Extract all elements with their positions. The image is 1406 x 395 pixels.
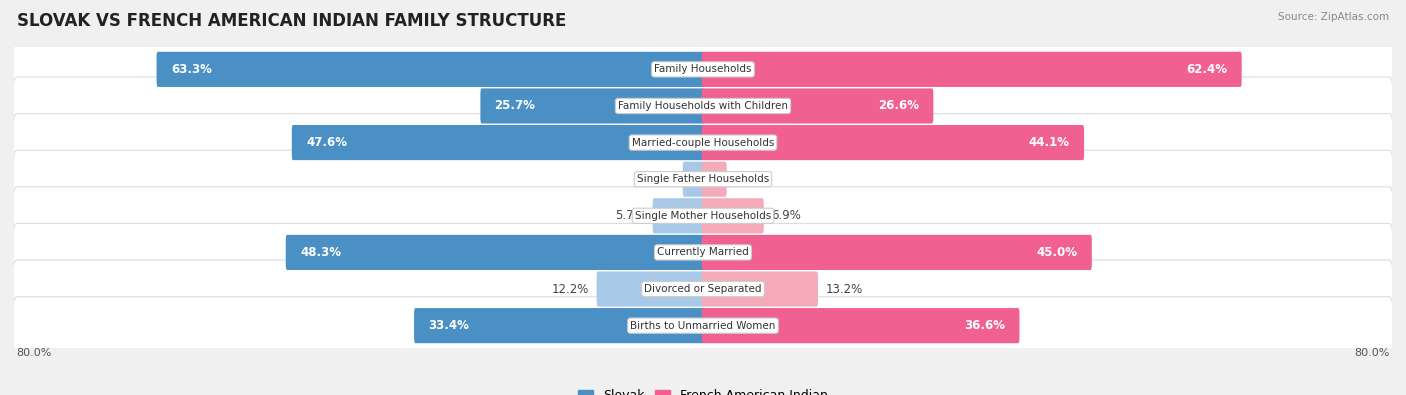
Text: 62.4%: 62.4%: [1187, 63, 1227, 76]
Text: 25.7%: 25.7%: [495, 100, 536, 113]
Text: 13.2%: 13.2%: [825, 282, 862, 295]
FancyBboxPatch shape: [13, 40, 1393, 98]
Text: 47.6%: 47.6%: [307, 136, 347, 149]
Text: 48.3%: 48.3%: [299, 246, 342, 259]
FancyBboxPatch shape: [702, 308, 1019, 343]
FancyBboxPatch shape: [702, 88, 934, 124]
FancyBboxPatch shape: [702, 162, 727, 197]
FancyBboxPatch shape: [652, 198, 704, 233]
Legend: Slovak, French American Indian: Slovak, French American Indian: [574, 384, 832, 395]
FancyBboxPatch shape: [13, 114, 1393, 171]
Text: 2.6%: 2.6%: [734, 173, 763, 186]
Text: SLOVAK VS FRENCH AMERICAN INDIAN FAMILY STRUCTURE: SLOVAK VS FRENCH AMERICAN INDIAN FAMILY …: [17, 12, 567, 30]
Text: 45.0%: 45.0%: [1036, 246, 1077, 259]
Text: 80.0%: 80.0%: [17, 348, 52, 357]
FancyBboxPatch shape: [702, 235, 1092, 270]
Text: Source: ZipAtlas.com: Source: ZipAtlas.com: [1278, 12, 1389, 22]
FancyBboxPatch shape: [13, 150, 1393, 208]
FancyBboxPatch shape: [13, 260, 1393, 318]
Text: 2.2%: 2.2%: [645, 173, 675, 186]
Text: Births to Unmarried Women: Births to Unmarried Women: [630, 321, 776, 331]
Text: 6.9%: 6.9%: [770, 209, 801, 222]
Text: 44.1%: 44.1%: [1029, 136, 1070, 149]
FancyBboxPatch shape: [292, 125, 704, 160]
Text: Divorced or Separated: Divorced or Separated: [644, 284, 762, 294]
Text: Married-couple Households: Married-couple Households: [631, 137, 775, 148]
FancyBboxPatch shape: [13, 297, 1393, 355]
Text: Currently Married: Currently Married: [657, 247, 749, 258]
FancyBboxPatch shape: [683, 162, 704, 197]
FancyBboxPatch shape: [13, 187, 1393, 245]
Text: 33.4%: 33.4%: [429, 319, 470, 332]
Text: Single Mother Households: Single Mother Households: [636, 211, 770, 221]
FancyBboxPatch shape: [285, 235, 704, 270]
FancyBboxPatch shape: [702, 125, 1084, 160]
FancyBboxPatch shape: [702, 52, 1241, 87]
FancyBboxPatch shape: [702, 271, 818, 307]
Text: 80.0%: 80.0%: [1354, 348, 1389, 357]
Text: Family Households: Family Households: [654, 64, 752, 74]
Text: 26.6%: 26.6%: [879, 100, 920, 113]
Text: 63.3%: 63.3%: [170, 63, 212, 76]
Text: Family Households with Children: Family Households with Children: [619, 101, 787, 111]
FancyBboxPatch shape: [481, 88, 704, 124]
Text: 5.7%: 5.7%: [616, 209, 645, 222]
FancyBboxPatch shape: [702, 198, 763, 233]
FancyBboxPatch shape: [13, 77, 1393, 135]
FancyBboxPatch shape: [415, 308, 704, 343]
FancyBboxPatch shape: [596, 271, 704, 307]
Text: Single Father Households: Single Father Households: [637, 174, 769, 184]
Text: 36.6%: 36.6%: [965, 319, 1005, 332]
FancyBboxPatch shape: [13, 224, 1393, 281]
Text: 12.2%: 12.2%: [553, 282, 589, 295]
FancyBboxPatch shape: [156, 52, 704, 87]
